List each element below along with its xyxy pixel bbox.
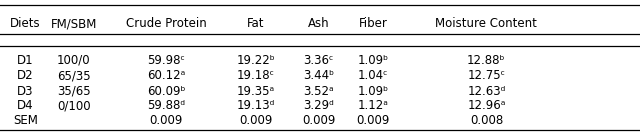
Text: 0.009: 0.009: [239, 113, 273, 127]
Text: 0.009: 0.009: [356, 113, 390, 127]
Text: 0.009: 0.009: [302, 113, 335, 127]
Text: Ash: Ash: [308, 18, 330, 30]
Text: 60.09ᵇ: 60.09ᵇ: [147, 85, 186, 98]
Text: 3.44ᵇ: 3.44ᵇ: [303, 69, 334, 82]
Text: 0.008: 0.008: [470, 113, 503, 127]
Text: FM/SBM: FM/SBM: [51, 18, 97, 30]
Text: 19.18ᶜ: 19.18ᶜ: [237, 69, 275, 82]
Text: Diets: Diets: [10, 18, 41, 30]
Text: 3.52ᵃ: 3.52ᵃ: [303, 85, 334, 98]
Text: 60.12ᵃ: 60.12ᵃ: [147, 69, 186, 82]
Text: D1: D1: [17, 54, 34, 67]
Text: D2: D2: [17, 69, 34, 82]
Text: 100/0: 100/0: [57, 54, 90, 67]
Text: SEM: SEM: [13, 113, 38, 127]
Text: Fiber: Fiber: [358, 18, 388, 30]
Text: 12.63ᵈ: 12.63ᵈ: [467, 85, 506, 98]
Text: 19.35ᵃ: 19.35ᵃ: [237, 85, 275, 98]
Text: 19.13ᵈ: 19.13ᵈ: [237, 99, 275, 112]
Text: 1.04ᶜ: 1.04ᶜ: [358, 69, 388, 82]
Text: Fat: Fat: [247, 18, 265, 30]
Text: 59.88ᵈ: 59.88ᵈ: [147, 99, 186, 112]
Text: 3.29ᵈ: 3.29ᵈ: [303, 99, 334, 112]
Text: 1.09ᵇ: 1.09ᵇ: [358, 85, 388, 98]
Text: D3: D3: [17, 85, 34, 98]
Text: Crude Protein: Crude Protein: [126, 18, 207, 30]
Text: 19.22ᵇ: 19.22ᵇ: [237, 54, 275, 67]
Text: Moisture Content: Moisture Content: [435, 18, 538, 30]
Text: 0.009: 0.009: [150, 113, 183, 127]
Text: 59.98ᶜ: 59.98ᶜ: [147, 54, 186, 67]
Text: 3.36ᶜ: 3.36ᶜ: [303, 54, 334, 67]
Text: 1.12ᵃ: 1.12ᵃ: [358, 99, 388, 112]
Text: 12.75ᶜ: 12.75ᶜ: [467, 69, 506, 82]
Text: 12.96ᵃ: 12.96ᵃ: [467, 99, 506, 112]
Text: 65/35: 65/35: [57, 69, 90, 82]
Text: 0/100: 0/100: [57, 99, 90, 112]
Text: D4: D4: [17, 99, 34, 112]
Text: 35/65: 35/65: [57, 85, 90, 98]
Text: 1.09ᵇ: 1.09ᵇ: [358, 54, 388, 67]
Text: 12.88ᵇ: 12.88ᵇ: [467, 54, 506, 67]
